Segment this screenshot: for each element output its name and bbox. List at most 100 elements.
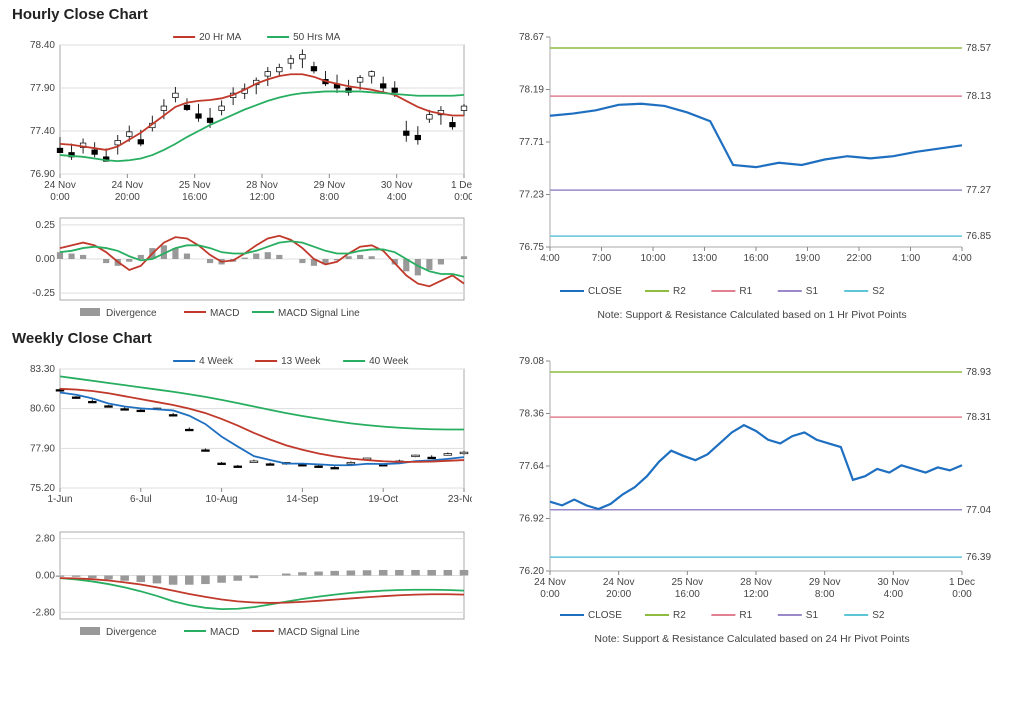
svg-text:75.20: 75.20 [30,483,55,494]
svg-text:20 Hr MA: 20 Hr MA [199,32,242,43]
hourly-price-chart: 76.9077.4077.9078.4024 Nov0:0024 Nov20:0… [12,27,472,212]
svg-text:23-Nov: 23-Nov [448,494,472,505]
svg-text:28 Nov: 28 Nov [740,577,772,588]
svg-text:0.00: 0.00 [36,254,56,265]
hourly-sr-note: Note: Support & Resistance Calculated ba… [502,309,1002,321]
svg-text:S1: S1 [806,610,819,621]
svg-text:24 Nov: 24 Nov [603,577,635,588]
svg-text:8:00: 8:00 [320,192,340,203]
hourly-title: Hourly Close Chart [12,6,1012,23]
svg-text:78.36: 78.36 [519,409,544,420]
svg-text:R1: R1 [739,610,752,621]
weekly-title: Weekly Close Chart [12,330,1012,347]
svg-text:0:00: 0:00 [540,589,560,600]
hourly-macd-chart: -0.25 0.00 0.25 Divergence MACD MACD Signal L… [12,212,472,322]
svg-text:76.39: 76.39 [966,552,991,563]
svg-text:0:00: 0:00 [50,192,70,203]
svg-text:76.75: 76.75 [519,242,544,253]
svg-text:29 Nov: 29 Nov [809,577,841,588]
svg-text:24 Nov: 24 Nov [534,577,566,588]
svg-text:S2: S2 [872,286,885,297]
svg-text:50 Hrs MA: 50 Hrs MA [293,32,341,43]
svg-text:CLOSE: CLOSE [588,610,622,621]
svg-text:-2.80: -2.80 [32,607,55,618]
svg-text:77.23: 77.23 [519,190,544,201]
svg-text:10-Aug: 10-Aug [205,494,237,505]
svg-text:R2: R2 [673,610,686,621]
svg-text:14-Sep: 14-Sep [286,494,319,505]
svg-text:S2: S2 [872,610,885,621]
svg-text:MACD Signal Line: MACD Signal Line [278,627,360,638]
svg-text:4:00: 4:00 [952,253,972,264]
hourly-sr-chart: 76.7577.2377.7178.1978.6778.5778.1377.27… [502,27,1002,307]
svg-text:77.64: 77.64 [519,461,544,472]
svg-text:Divergence: Divergence [106,308,157,319]
svg-text:77.04: 77.04 [966,505,991,516]
svg-text:76.20: 76.20 [519,566,544,577]
svg-text:77.90: 77.90 [30,443,55,454]
svg-text:78.67: 78.67 [519,32,544,43]
svg-text:25 Nov: 25 Nov [179,180,211,191]
hourly-section: Hourly Close Chart 76.9077.4077.9078.402… [0,0,1024,324]
svg-text:30 Nov: 30 Nov [381,180,413,191]
svg-text:78.19: 78.19 [519,85,544,96]
svg-text:76.90: 76.90 [30,169,55,180]
svg-text:4:00: 4:00 [884,589,904,600]
svg-text:1 Dec: 1 Dec [451,180,472,191]
svg-text:1 Dec: 1 Dec [949,577,975,588]
svg-text:0:00: 0:00 [454,192,472,203]
svg-text:-0.25: -0.25 [32,288,55,299]
svg-text:78.57: 78.57 [966,43,991,54]
svg-text:4:00: 4:00 [540,253,560,264]
svg-text:7:00: 7:00 [592,253,612,264]
weekly-price-chart: 75.2077.9080.6083.301-Jun6-Jul10-Aug14-S… [12,351,472,526]
svg-text:4 Week: 4 Week [199,356,234,367]
svg-text:2.80: 2.80 [36,534,56,545]
svg-text:22:00: 22:00 [846,253,871,264]
svg-text:78.13: 78.13 [966,91,991,102]
weekly-sr-note: Note: Support & Resistance Calculated ba… [502,633,1002,645]
svg-text:77.90: 77.90 [30,83,55,94]
svg-text:77.27: 77.27 [966,185,991,196]
svg-text:0:00: 0:00 [952,589,972,600]
svg-text:78.93: 78.93 [966,367,991,378]
svg-text:10:00: 10:00 [640,253,665,264]
svg-text:25 Nov: 25 Nov [671,577,703,588]
svg-text:76.92: 76.92 [519,514,544,525]
svg-text:78.31: 78.31 [966,412,991,423]
svg-text:19-Oct: 19-Oct [368,494,398,505]
svg-text:12:00: 12:00 [249,192,274,203]
svg-text:20:00: 20:00 [115,192,140,203]
svg-text:R2: R2 [673,286,686,297]
svg-text:MACD Signal Line: MACD Signal Line [278,308,360,319]
svg-text:1-Jun: 1-Jun [47,494,72,505]
svg-text:R1: R1 [739,286,752,297]
svg-text:Divergence: Divergence [106,627,157,638]
svg-text:MACD: MACD [210,627,239,638]
svg-text:0.00: 0.00 [36,571,56,582]
weekly-section: Weekly Close Chart 75.20 77.90 80.60 83.30 1… [0,324,1024,647]
svg-text:79.08: 79.08 [519,356,544,367]
svg-text:4:00: 4:00 [387,192,407,203]
weekly-macd-chart: -2.80 0.00 2.80 Divergence MACD MACD Signal L… [12,526,472,641]
svg-text:16:00: 16:00 [743,253,768,264]
svg-text:78.40: 78.40 [30,40,55,51]
svg-text:24 Nov: 24 Nov [44,180,76,191]
svg-text:8:00: 8:00 [815,589,835,600]
svg-text:0.25: 0.25 [36,220,56,231]
svg-text:CLOSE: CLOSE [588,286,622,297]
svg-text:28 Nov: 28 Nov [246,180,278,191]
svg-text:80.60: 80.60 [30,404,55,415]
svg-text:83.30: 83.30 [30,364,55,375]
svg-text:13 Week: 13 Week [281,356,321,367]
svg-text:20:00: 20:00 [606,589,631,600]
svg-text:76.85: 76.85 [966,231,991,242]
svg-text:16:00: 16:00 [182,192,207,203]
svg-text:24 Nov: 24 Nov [111,180,143,191]
svg-text:40 Week: 40 Week [369,356,409,367]
svg-text:12:00: 12:00 [743,589,768,600]
svg-text:13:00: 13:00 [692,253,717,264]
svg-text:19:00: 19:00 [795,253,820,264]
svg-text:MACD: MACD [210,308,239,319]
svg-text:30 Nov: 30 Nov [877,577,909,588]
